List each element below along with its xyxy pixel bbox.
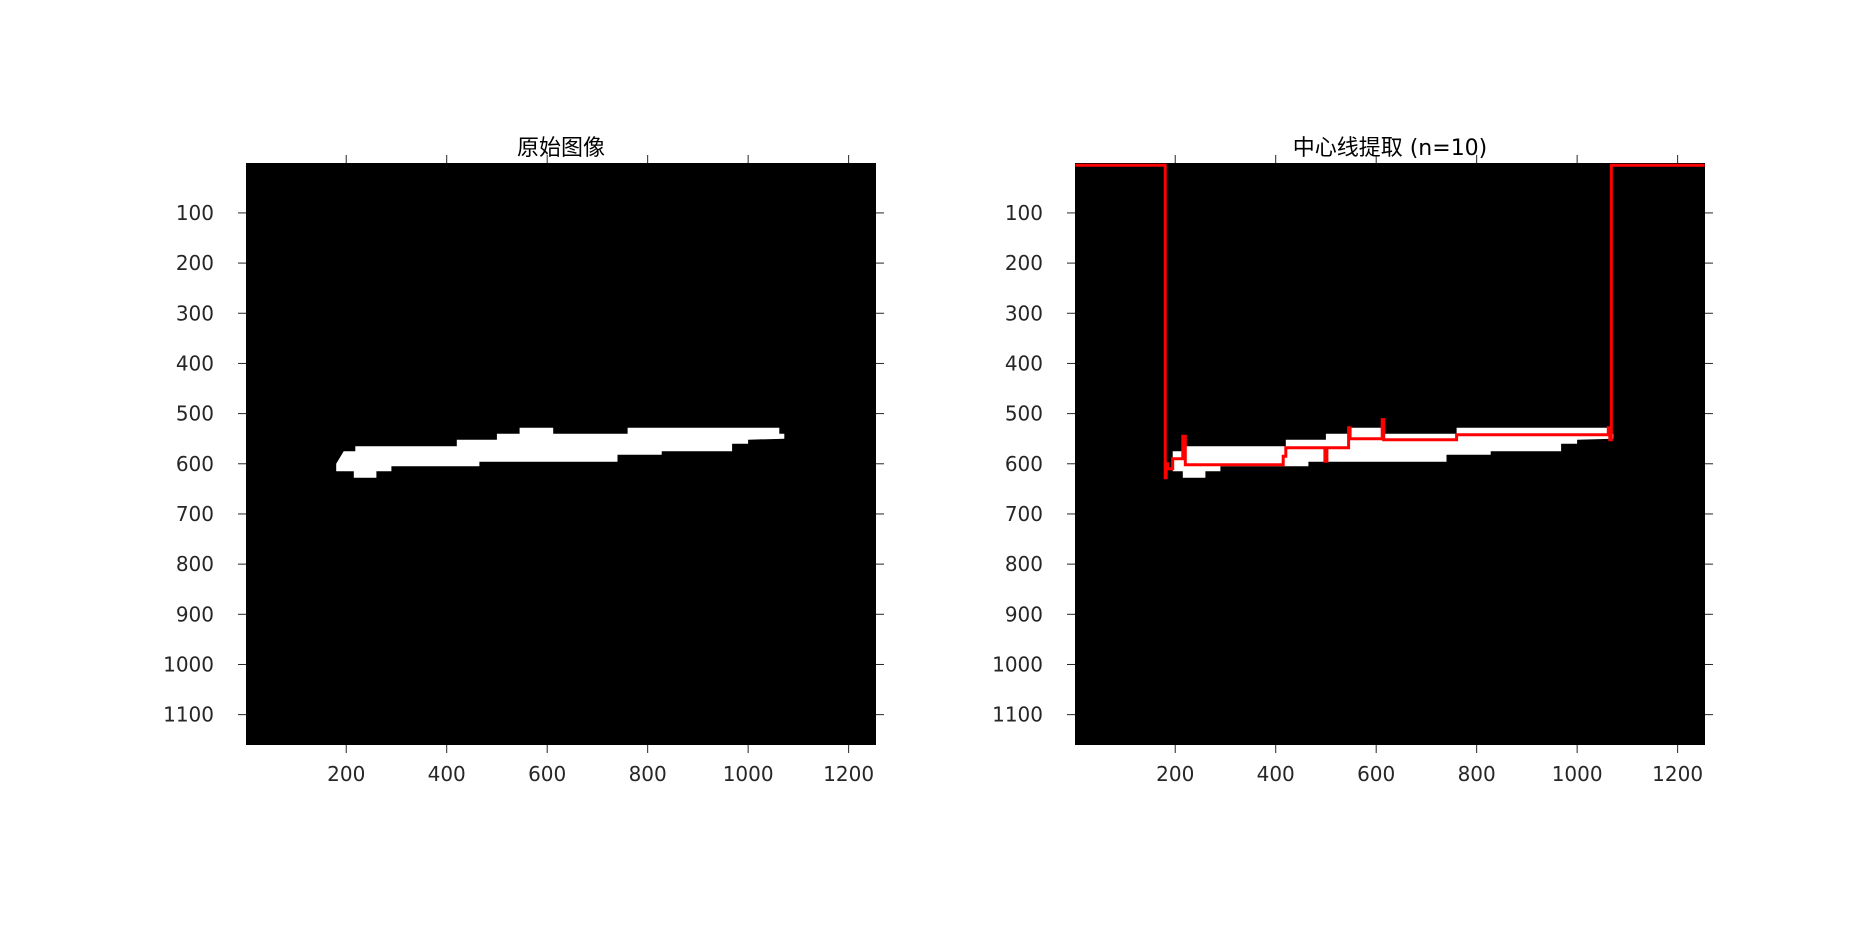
x-tick-label: 1000	[723, 762, 774, 786]
y-tick-label: 800	[1005, 552, 1043, 576]
centerline-series	[1075, 163, 1705, 480]
x-tick-label: 1000	[1552, 762, 1603, 786]
y-tick-label: 200	[1005, 251, 1043, 275]
y-tick-label: 500	[176, 402, 214, 426]
y-tick-label: 600	[176, 452, 214, 476]
y-tick-label: 1100	[163, 703, 214, 727]
y-tick-label: 400	[1005, 351, 1043, 375]
x-tick-label: 800	[629, 762, 667, 786]
y-tick-label: 700	[176, 502, 214, 526]
y-tick-label: 200	[176, 251, 214, 275]
x-tick-label: 600	[528, 762, 566, 786]
y-tick-label: 1000	[163, 652, 214, 676]
y-tick-label: 100	[1005, 201, 1043, 225]
y-tick-label: 800	[176, 552, 214, 576]
y-tick-label: 1100	[992, 703, 1043, 727]
x-tick-label: 400	[1257, 762, 1295, 786]
x-tick-label: 200	[327, 762, 365, 786]
y-tick-label: 600	[1005, 452, 1043, 476]
y-tick-label: 300	[176, 301, 214, 325]
y-tick-label: 1000	[992, 652, 1043, 676]
x-tick-label: 400	[428, 762, 466, 786]
y-tick-label: 500	[1005, 402, 1043, 426]
y-tick-label: 300	[1005, 301, 1043, 325]
axes-2: 200 400 600 800 1000 1200 100 200 300 400 500 600 70…	[992, 136, 1713, 786]
x-tick-label: 600	[1357, 762, 1395, 786]
x-tick-label: 200	[1156, 762, 1194, 786]
y-tick-label: 900	[176, 602, 214, 626]
x-tick-label: 800	[1458, 762, 1496, 786]
white-object-region	[336, 427, 785, 478]
x-tick-label: 1200	[823, 762, 874, 786]
y-tick-label: 900	[1005, 602, 1043, 626]
axes-title: 中心线提取 (n=10)	[1293, 136, 1488, 161]
axes-title: 原始图像	[517, 136, 605, 161]
y-tick-label: 700	[1005, 502, 1043, 526]
y-tick-label: 400	[176, 351, 214, 375]
y-tick-label: 100	[176, 201, 214, 225]
x-tick-label: 1200	[1652, 762, 1703, 786]
axes-1: 200 400 600 800 1000 1200 100 200 300 400 500 600 70…	[163, 136, 884, 786]
